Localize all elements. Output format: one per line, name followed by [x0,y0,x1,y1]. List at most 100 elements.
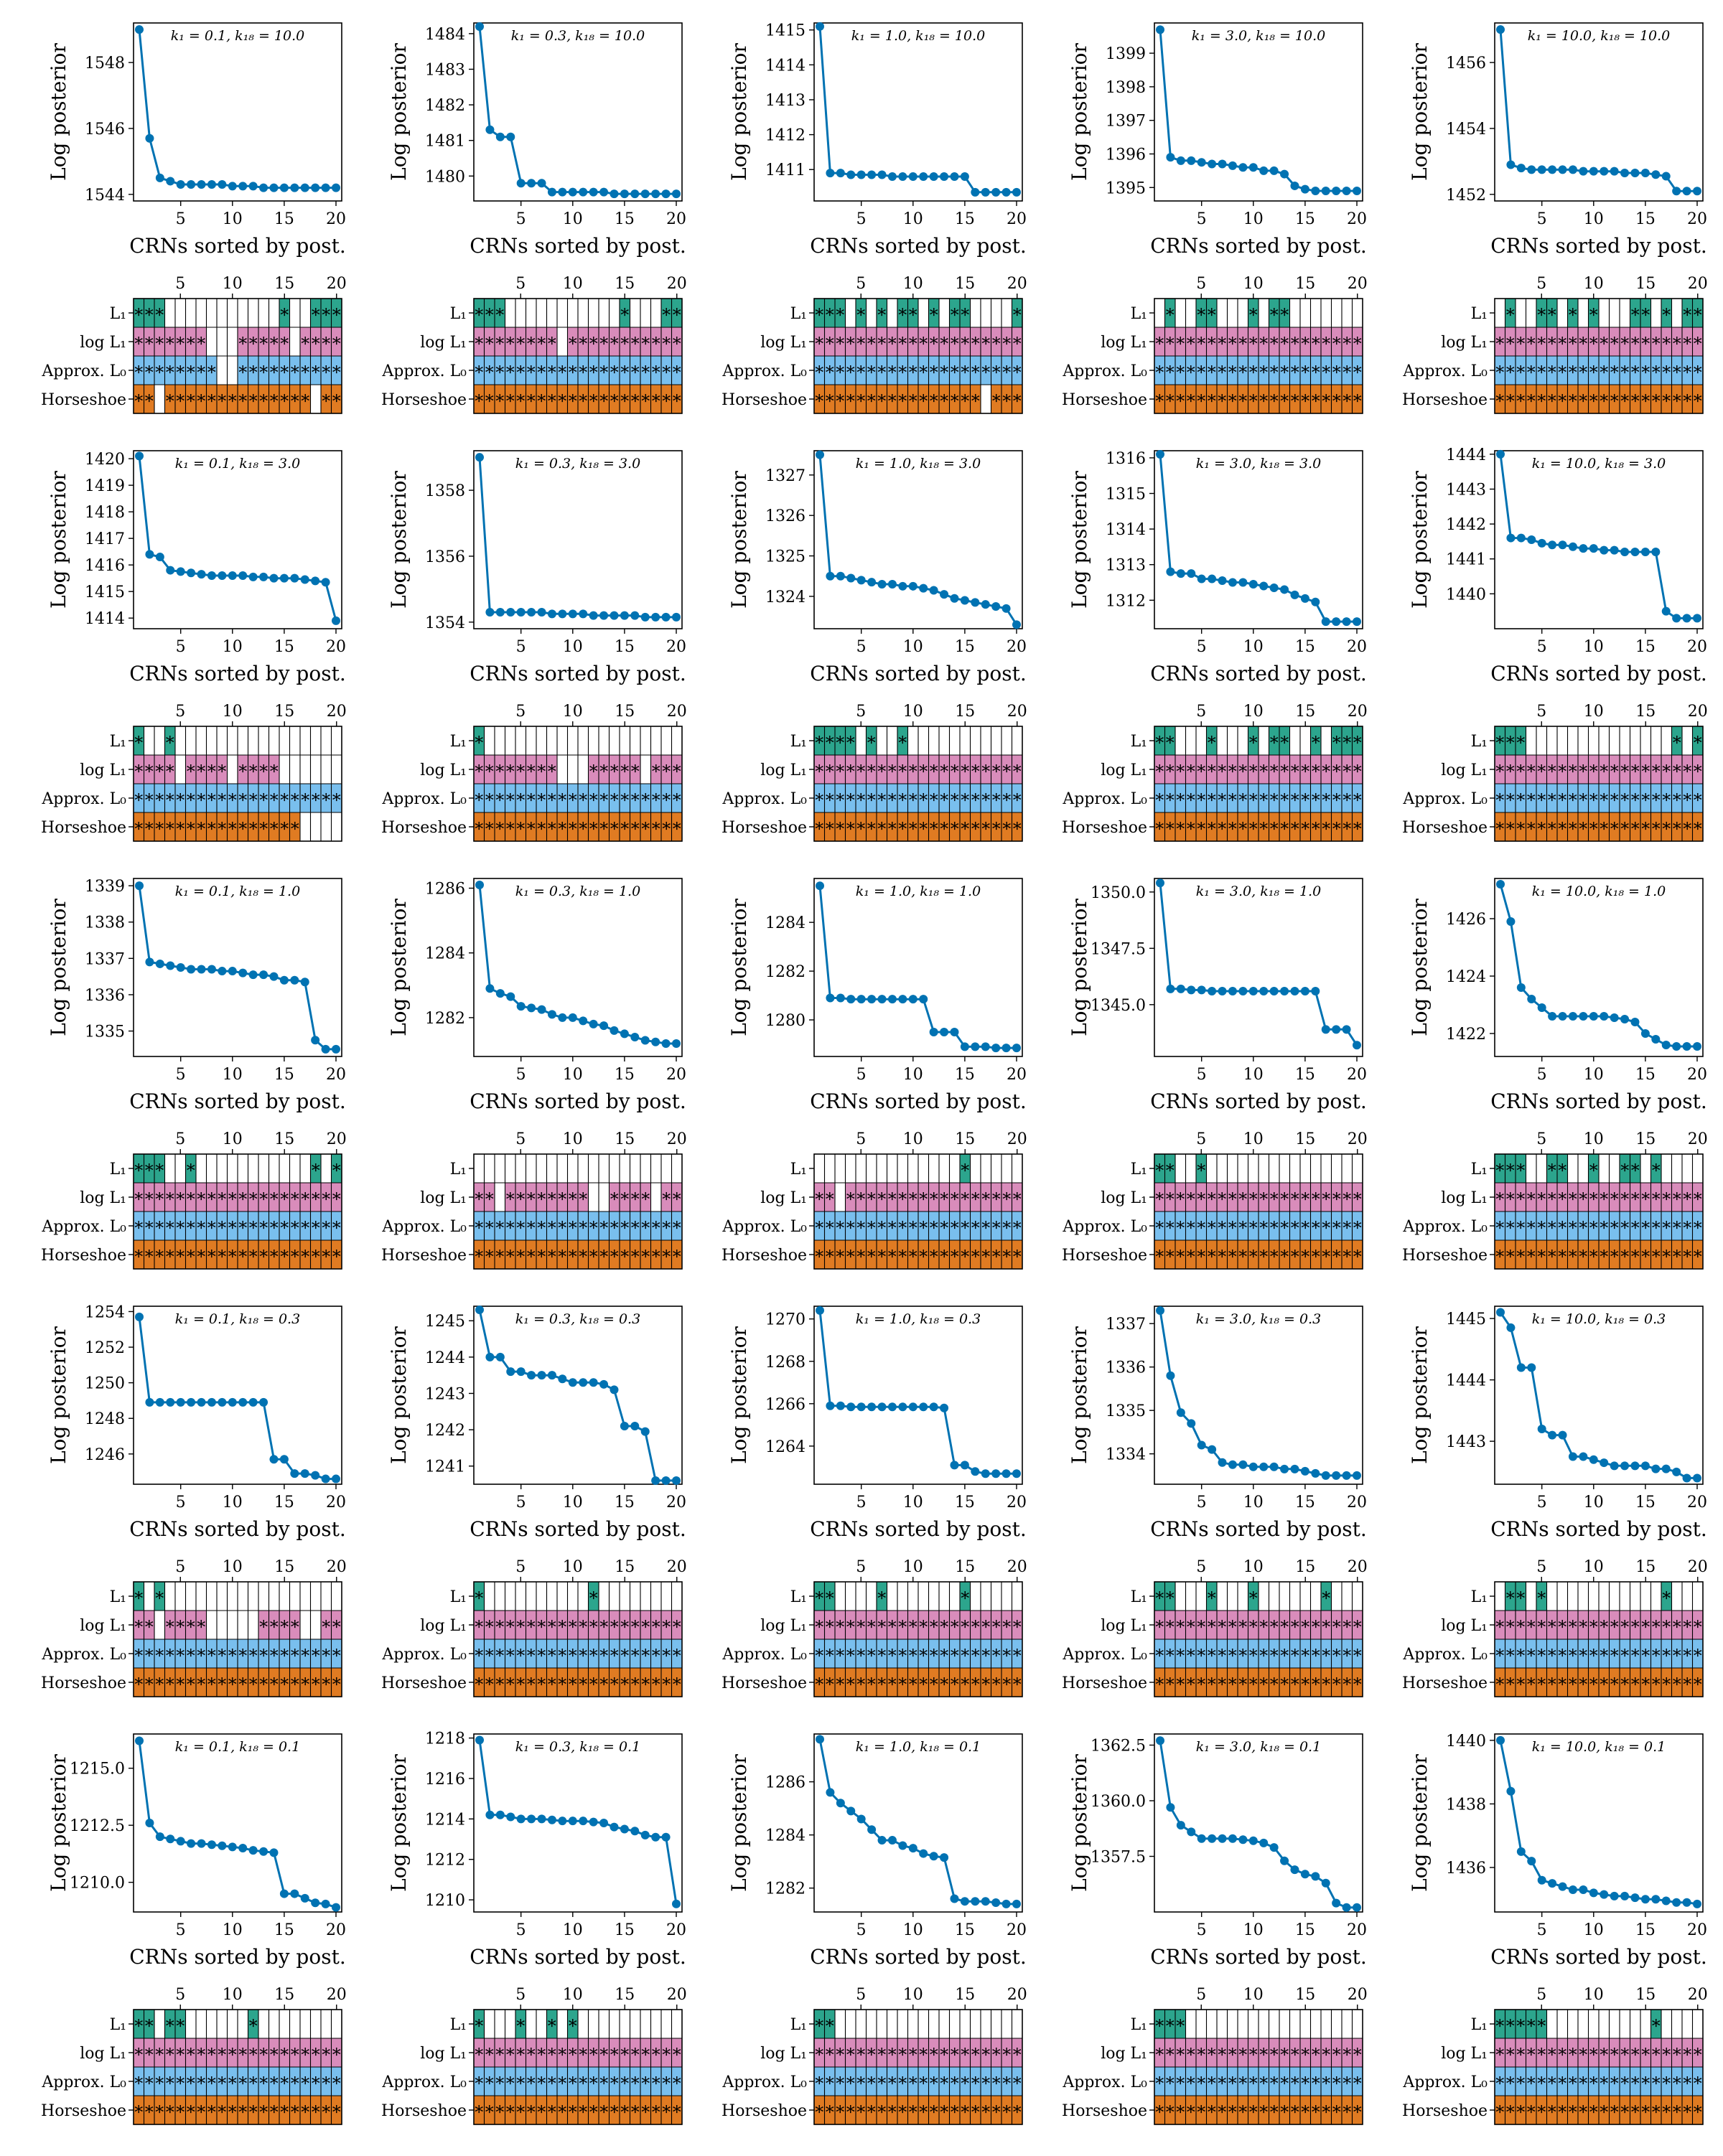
empty-cell [228,1611,238,1639]
data-point [836,572,845,581]
data-point [485,1353,494,1361]
star-mark: * [475,1674,483,1695]
star-mark: * [992,391,1001,411]
star-mark: * [1228,1247,1237,1267]
data-point [630,1827,639,1835]
y-tick-label: 1398 [1106,79,1146,97]
star-mark: * [1506,305,1515,325]
data-point [1012,1469,1021,1478]
data-point [1630,1461,1639,1470]
empty-cell [651,2010,662,2038]
star-mark: * [826,1189,834,1209]
empty-cell [1186,1582,1197,1611]
star-mark: * [238,1646,247,1666]
star-mark: * [312,1674,320,1695]
method-label: L₁ [1471,733,1488,751]
star-mark: * [1353,1674,1362,1695]
star-mark: * [1228,1674,1237,1695]
star-mark: * [259,1218,268,1238]
star-mark: * [589,362,598,383]
star-mark: * [1332,1247,1341,1267]
star-mark: * [569,362,577,383]
star-mark: * [1280,1218,1289,1238]
star-mark: * [599,2045,608,2065]
empty-cell [258,1154,269,1183]
empty-cell [825,1154,836,1183]
data-point [1662,607,1671,616]
data-point [558,1013,566,1022]
star-mark: * [187,391,195,411]
method-label: Horseshoe [381,819,467,837]
empty-cell [1300,726,1311,755]
star-mark: * [1673,1674,1681,1695]
star-mark: * [1176,1617,1185,1637]
star-mark: * [1291,1646,1299,1666]
star-mark: * [475,391,483,411]
series-line [1160,883,1357,1045]
data-point [1270,167,1279,175]
star-mark: * [312,1161,320,1181]
empty-cell [887,726,898,755]
method-label: Horseshoe [722,819,807,837]
empty-cell [258,299,269,327]
method-label: log L₁ [760,761,807,779]
empty-cell [300,1582,311,1611]
x-axis-label: CRNs sorted by post. [1490,662,1706,685]
x-axis-label: CRNs sorted by post. [1150,662,1366,685]
y-tick-label: 1345.0 [1091,997,1146,1015]
x-axis-label: CRNs sorted by post. [470,1089,686,1113]
empty-cell [661,1582,672,1611]
star-mark: * [1208,1646,1216,1666]
data-point [1197,985,1206,994]
star-mark: * [909,334,917,354]
star-mark: * [815,819,823,839]
star-mark: * [134,1617,143,1637]
star-mark: * [1495,1247,1504,1267]
method-label: L₁ [110,1588,126,1606]
star-mark: * [673,761,681,782]
y-tick-label: 1313 [1106,557,1146,575]
data-point [1672,614,1681,622]
star-mark: * [1270,819,1279,839]
data-point [569,1378,577,1387]
star-mark: * [652,1617,660,1637]
plot-frame [1154,23,1363,201]
star-mark: * [1249,1646,1258,1666]
star-mark: * [867,1218,876,1238]
empty-cell [1228,1154,1238,1183]
star-mark: * [1259,1247,1268,1267]
star-mark: * [475,2045,483,2065]
star-mark: * [1673,1247,1681,1267]
data-point [930,1028,938,1036]
star-mark: * [495,391,504,411]
x-tick-label: 5 [1537,1066,1547,1084]
data-point [1290,1465,1299,1473]
star-mark: * [1002,1189,1011,1209]
star-mark: * [1495,761,1504,782]
star-mark: * [888,1218,897,1238]
star-mark: * [1548,1218,1556,1238]
star-mark: * [951,1218,959,1238]
star-mark: * [1620,1674,1629,1695]
x-axis-label: CRNs sorted by post. [1150,1517,1366,1541]
star-mark: * [1694,790,1702,810]
data-point [1301,987,1309,995]
star-mark: * [877,1617,886,1637]
star-mark: * [1527,391,1536,411]
star-mark: * [145,790,154,810]
star-mark: * [1579,819,1587,839]
star-mark: * [1579,1617,1587,1637]
star-mark: * [961,1617,969,1637]
star-mark: * [1495,733,1504,753]
star-mark: * [1495,1161,1504,1181]
y-tick-label: 1337 [1106,1316,1146,1334]
grid-x-tick-label: 10 [1243,703,1264,721]
data-point [836,993,845,1002]
star-mark: * [228,2073,237,2094]
star-mark: * [919,1189,928,1209]
star-mark: * [495,2045,504,2065]
y-tick-label: 1254 [85,1303,125,1321]
star-mark: * [322,334,330,354]
